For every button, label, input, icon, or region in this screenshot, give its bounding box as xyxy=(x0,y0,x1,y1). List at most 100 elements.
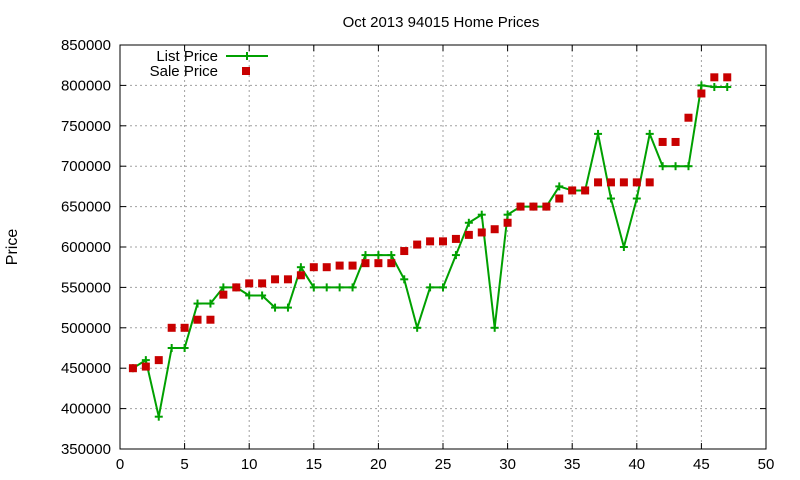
series-list-price xyxy=(128,81,732,421)
x-tick-label: 25 xyxy=(435,456,452,473)
list-price-point xyxy=(477,210,486,219)
sale-price-point xyxy=(684,113,693,122)
list-price-point xyxy=(632,194,641,203)
sale-price-point xyxy=(348,261,357,270)
sale-price-point xyxy=(128,364,137,373)
sale-price-point xyxy=(193,315,202,324)
sale-price-point xyxy=(594,178,603,187)
x-tick-label: 10 xyxy=(241,456,258,473)
sale-price-point xyxy=(645,178,654,187)
sale-price-point xyxy=(439,237,447,246)
series-sale-price xyxy=(128,73,732,373)
list-price-point xyxy=(245,291,254,300)
y-tick-label: 650000 xyxy=(61,199,111,216)
y-tick-label: 500000 xyxy=(61,320,111,337)
y-tick-label: 700000 xyxy=(61,158,111,175)
list-price-point xyxy=(206,299,215,308)
legend-label-sale-price: Sale Price xyxy=(150,63,218,80)
sale-price-point xyxy=(426,237,435,246)
sale-price-point xyxy=(529,202,538,211)
list-price-point xyxy=(348,283,357,292)
list-price-point xyxy=(464,218,473,227)
sale-price-point xyxy=(464,230,473,239)
sale-price-point xyxy=(219,290,228,299)
x-tick-label: 45 xyxy=(693,456,710,473)
list-price-point xyxy=(503,210,512,219)
y-tick-label: 850000 xyxy=(61,37,111,54)
list-price-point xyxy=(387,251,396,260)
list-price-point xyxy=(619,243,628,251)
list-price-point xyxy=(594,129,603,138)
list-price-point xyxy=(490,323,499,332)
sale-price-point xyxy=(361,259,370,268)
list-price-point xyxy=(283,303,292,312)
x-axis-ticks: 0 5 10 15 20 25 30 35 40 45 50 xyxy=(116,45,775,473)
list-price-point xyxy=(413,323,422,332)
sale-price-point xyxy=(141,362,150,371)
sale-price-point xyxy=(516,202,525,211)
sale-price-point xyxy=(490,225,499,234)
sale-price-point xyxy=(723,73,732,82)
sale-price-point xyxy=(451,234,460,243)
list-price-point xyxy=(555,182,564,191)
list-price-point xyxy=(684,162,693,171)
list-price-point xyxy=(258,291,267,300)
y-tick-label: 800000 xyxy=(61,77,111,94)
sale-price-point xyxy=(710,73,719,82)
sale-price-point xyxy=(632,178,641,187)
y-tick-label: 550000 xyxy=(61,279,111,296)
sale-price-point xyxy=(271,275,280,284)
list-price-point xyxy=(335,283,344,292)
y-tick-label: 750000 xyxy=(61,118,111,135)
list-price-line xyxy=(132,84,728,418)
x-tick-label: 20 xyxy=(370,456,387,473)
list-price-point xyxy=(167,344,176,352)
sale-price-point xyxy=(296,271,305,280)
x-tick-label: 30 xyxy=(499,456,516,473)
sale-price-point xyxy=(542,202,551,211)
x-tick-label: 5 xyxy=(180,456,188,473)
x-tick-label: 40 xyxy=(628,456,645,473)
sale-price-point xyxy=(671,137,680,146)
y-tick-label: 350000 xyxy=(61,441,111,458)
sale-price-point xyxy=(309,263,318,272)
list-price-point xyxy=(309,283,318,292)
list-price-point xyxy=(426,283,435,292)
list-price-point xyxy=(671,162,680,171)
list-price-point xyxy=(645,129,654,138)
gridlines xyxy=(120,45,766,449)
sale-price-point xyxy=(619,178,628,187)
legend-swatch-list-price-marker xyxy=(243,52,251,60)
legend-swatch-sale-price-marker xyxy=(242,67,250,75)
sale-price-point xyxy=(245,279,254,288)
list-price-point xyxy=(658,162,667,171)
x-tick-label: 50 xyxy=(758,456,775,473)
sale-price-point xyxy=(154,356,163,365)
list-price-point xyxy=(271,303,280,312)
sale-price-point xyxy=(258,279,267,288)
chart-title: Oct 2013 94015 Home Prices xyxy=(343,14,540,31)
list-price-point xyxy=(361,251,370,260)
list-price-point xyxy=(606,194,615,203)
list-price-point xyxy=(697,81,706,90)
y-axis-ticks: 350000 400000 450000 500000 550000 600000 6500… xyxy=(61,37,766,458)
y-axis-label: Price xyxy=(4,229,21,266)
sale-price-point xyxy=(581,186,590,195)
y-tick-label: 600000 xyxy=(61,239,111,256)
list-price-point xyxy=(451,251,460,260)
list-price-point xyxy=(296,263,305,272)
sale-price-point xyxy=(606,178,615,187)
list-price-point xyxy=(723,83,732,92)
list-price-point xyxy=(374,251,383,260)
legend-label-list-price: List Price xyxy=(156,48,218,65)
sale-price-point xyxy=(658,137,667,146)
list-price-point xyxy=(400,275,409,284)
list-price-point xyxy=(439,283,447,292)
sale-price-point xyxy=(400,247,409,256)
sale-price-point xyxy=(335,261,344,270)
sale-price-point xyxy=(167,323,176,332)
sale-price-point xyxy=(232,283,241,292)
sale-price-point xyxy=(206,315,215,324)
sale-price-point xyxy=(180,323,189,332)
